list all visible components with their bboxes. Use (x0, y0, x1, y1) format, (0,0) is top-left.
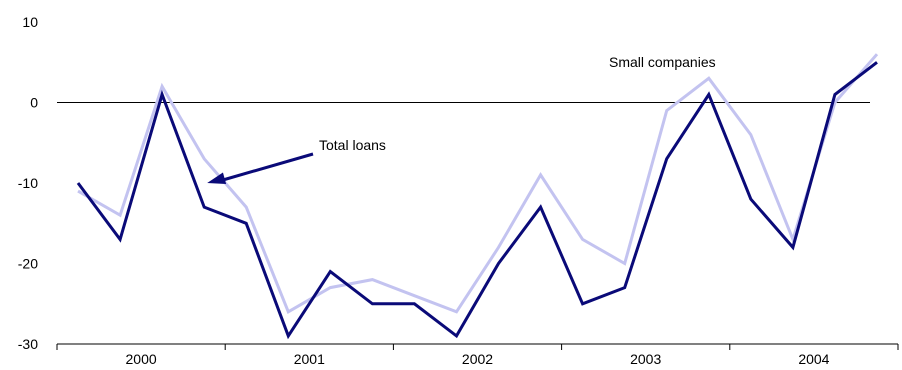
x-axis-ticks: 2000 2001 2002 2003 2004 (56, 344, 899, 367)
x-tick-label: 2002 (462, 351, 493, 367)
arrow-head (207, 172, 227, 185)
y-tick-label: -30 (18, 336, 38, 352)
x-tick-label: 2004 (798, 351, 829, 367)
y-tick-label: 10 (22, 14, 38, 30)
y-tick-label: -20 (18, 256, 38, 272)
x-tick-label: 2001 (294, 351, 325, 367)
x-tick-label: 2000 (126, 351, 157, 367)
y-tick-label: 0 (30, 95, 38, 111)
series-group (76, 53, 879, 340)
series-line-total-loans (76, 61, 878, 340)
series-line-small-companies (77, 53, 879, 314)
arrow-shaft (220, 152, 314, 182)
total-loans-annotation: Total loans (319, 137, 386, 153)
y-axis-ticks: 10 0 -10 -20 -30 (18, 14, 38, 352)
x-tick-label: 2003 (630, 351, 661, 367)
y-tick-label: -10 (18, 175, 38, 191)
small-companies-annotation: Small companies (609, 54, 716, 70)
total-loans-arrow (207, 152, 314, 185)
